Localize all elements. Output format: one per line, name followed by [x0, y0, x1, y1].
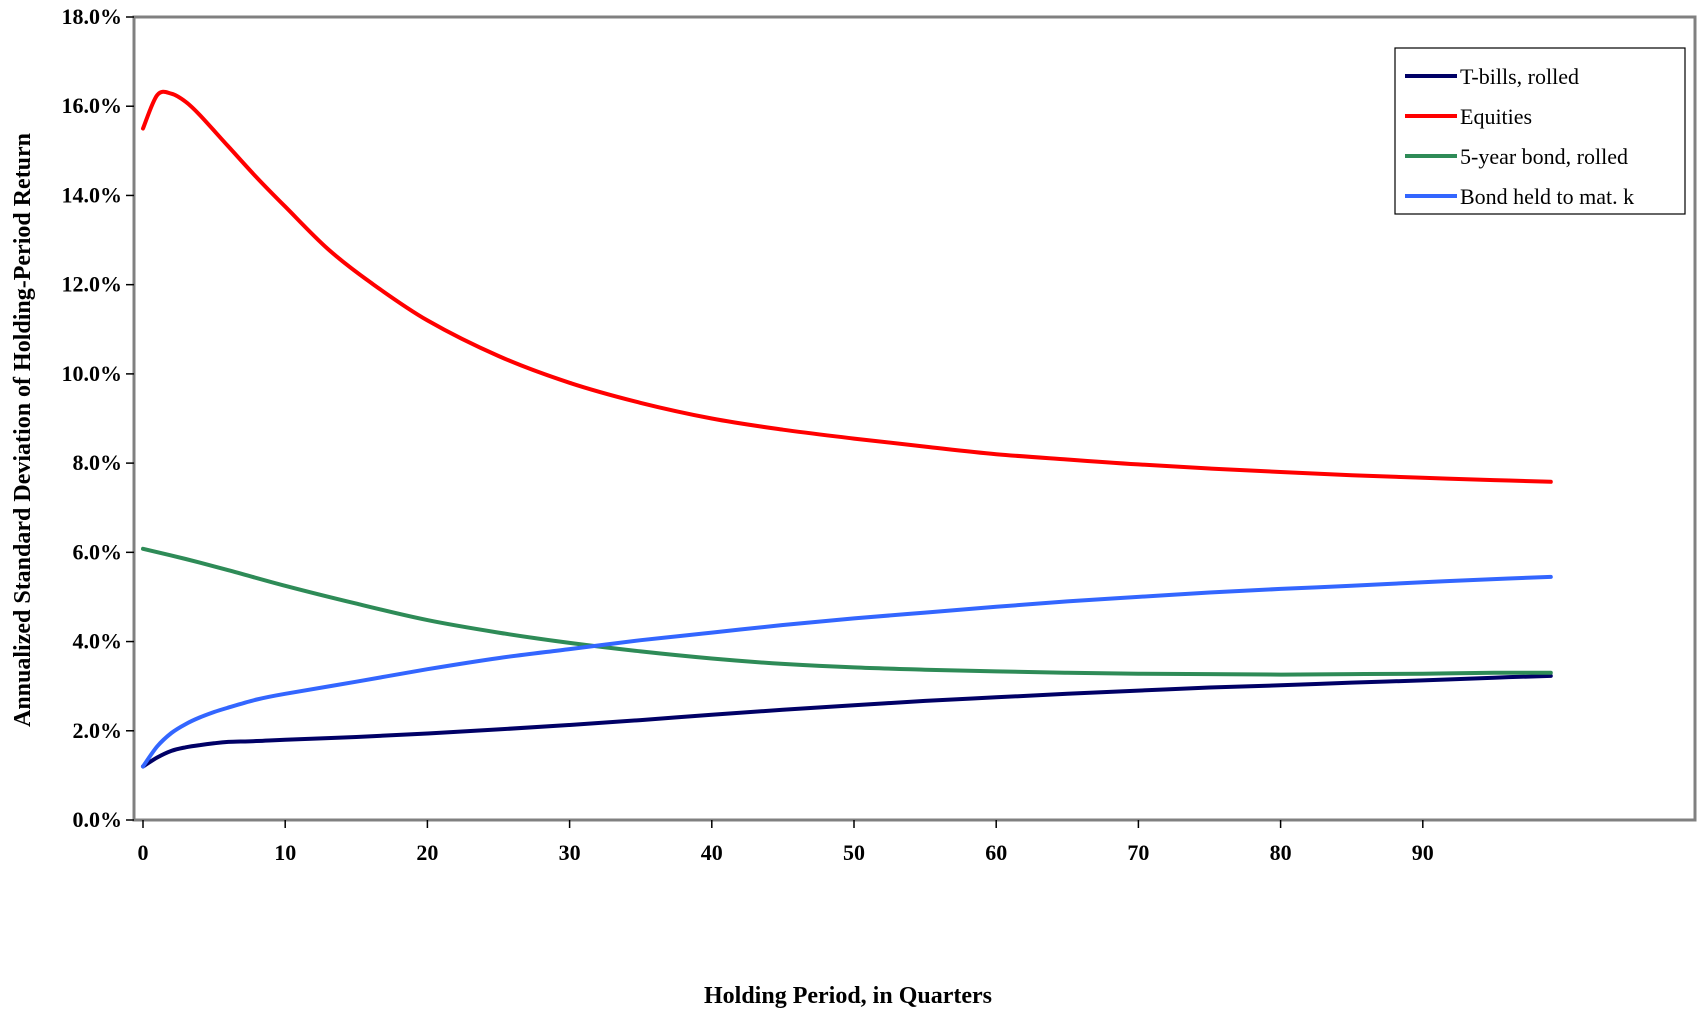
- legend-label: Bond held to mat. k: [1460, 184, 1634, 209]
- x-tick-label: 40: [701, 840, 723, 865]
- legend-label: T-bills, rolled: [1460, 64, 1579, 89]
- y-tick-label: 8.0%: [73, 450, 123, 475]
- legend: T-bills, rolled Equities 5-year bond, roll…: [1394, 47, 1686, 215]
- x-tick-label: 30: [559, 840, 581, 865]
- x-tick-label: 60: [985, 840, 1007, 865]
- series-line-0: [141, 673, 1553, 769]
- y-tick-label: 6.0%: [73, 539, 123, 564]
- x-tick-label: 0: [138, 840, 149, 865]
- series-line-2: [141, 546, 1553, 677]
- y-tick-label: 4.0%: [73, 629, 123, 654]
- y-axis-label: Annualized Standard Deviation of Holding…: [10, 133, 36, 727]
- x-tick-label: 90: [1412, 840, 1434, 865]
- x-tick-label: 10: [274, 840, 296, 865]
- x-tick-label: 70: [1127, 840, 1149, 865]
- x-tick-label: 80: [1270, 840, 1292, 865]
- y-tick-label: 0.0%: [73, 807, 123, 832]
- legend-label: 5-year bond, rolled: [1460, 144, 1628, 169]
- series-line-3: [141, 574, 1553, 769]
- y-tick-label: 14.0%: [62, 182, 123, 207]
- series-line-1: [141, 89, 1553, 484]
- y-tick-label: 2.0%: [73, 718, 123, 743]
- x-tick-label: 20: [416, 840, 438, 865]
- y-tick-label: 10.0%: [62, 361, 123, 386]
- x-axis-label: Holding Period, in Quarters: [704, 983, 992, 1009]
- legend-label: Equities: [1460, 104, 1532, 129]
- y-tick-label: 18.0%: [62, 4, 123, 29]
- y-tick-label: 16.0%: [62, 93, 123, 118]
- y-tick-label: 12.0%: [62, 272, 123, 297]
- x-tick-label: 50: [843, 840, 865, 865]
- axes: 0.0% 2.0% 4.0% 6.0% 8.0% 10.0% 12.0% 14.0% 16.0%…: [62, 4, 1434, 865]
- series-layer: [141, 89, 1553, 769]
